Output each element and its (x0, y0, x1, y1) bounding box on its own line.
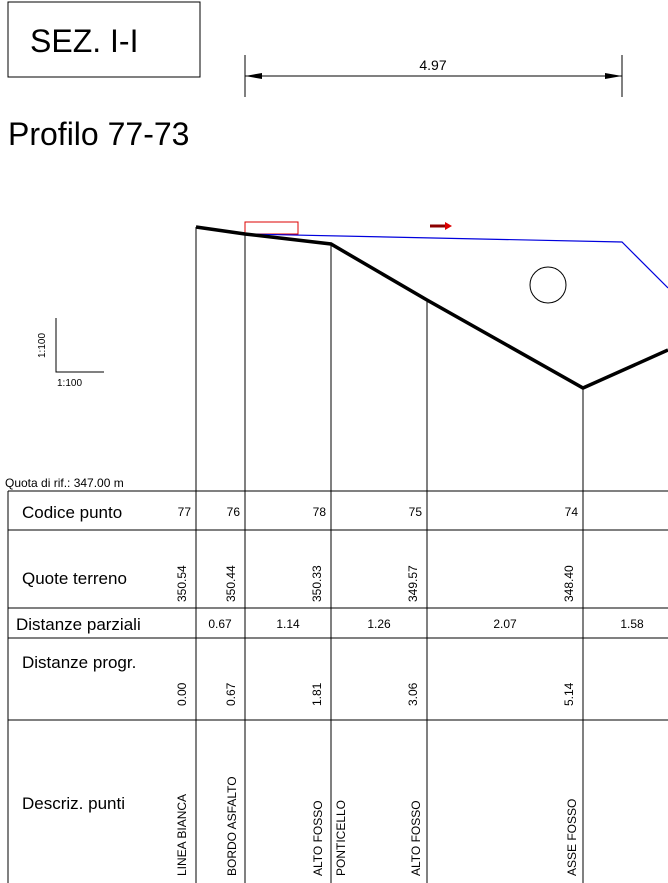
progressive-distance: 0.00 (175, 682, 189, 706)
elevation: 350.44 (224, 565, 238, 602)
point-code: 75 (409, 505, 423, 519)
progressive-distance: 1.81 (310, 682, 324, 706)
scale-icon: 1:100 1:100 (37, 318, 104, 389)
partial-distance: 1.14 (276, 617, 300, 631)
progressive-distance: 5.14 (562, 682, 576, 706)
elevation: 349.57 (406, 565, 420, 602)
dimension: 4.97 (244, 55, 623, 97)
point-code: 76 (227, 505, 241, 519)
partial-distance: 1.58 (620, 617, 644, 631)
point-code: 78 (313, 505, 327, 519)
row-label: Distanze progr. (22, 653, 136, 672)
row-label: Codice punto (22, 503, 122, 522)
row-label: Distanze parziali (16, 615, 141, 634)
profile-title: Profilo 77-73 (8, 116, 189, 152)
reference-elevation: Quota di rif.: 347.00 m (5, 476, 124, 490)
elevation: 348.40 (562, 565, 576, 602)
point-description: PONTICELLO (334, 800, 348, 876)
table: Codice punto Quote terreno Distanze parzia… (16, 503, 644, 876)
point-description: ASSE FOSSO (565, 799, 579, 876)
title-box (7, 1, 201, 78)
profile (195, 221, 668, 883)
point-code: 77 (178, 505, 192, 519)
row-label: Quote terreno (22, 569, 127, 588)
point-description: ALTO FOSSO (409, 800, 423, 876)
partial-distance: 1.26 (367, 617, 391, 631)
horizontal-scale: 1:100 (57, 378, 82, 389)
table-grid (7, 490, 668, 883)
progressive-distance: 3.06 (406, 682, 420, 706)
point-code: 74 (565, 505, 579, 519)
partial-distance: 0.67 (208, 617, 232, 631)
point-description: ALTO FOSSO (311, 800, 325, 876)
dimension-label: 4.97 (419, 57, 446, 73)
progressive-distance: 0.67 (224, 682, 238, 706)
point-description: BORDO ASFALTO (225, 776, 239, 876)
point-description: LINEA BIANCA (175, 794, 189, 876)
elevation: 350.54 (175, 565, 189, 602)
section-title: SEZ. I-I (30, 23, 138, 59)
partial-distance: 2.07 (493, 617, 517, 631)
elevation: 350.33 (310, 565, 324, 602)
row-label: Descriz. punti (22, 794, 125, 813)
vertical-scale: 1:100 (37, 333, 48, 358)
